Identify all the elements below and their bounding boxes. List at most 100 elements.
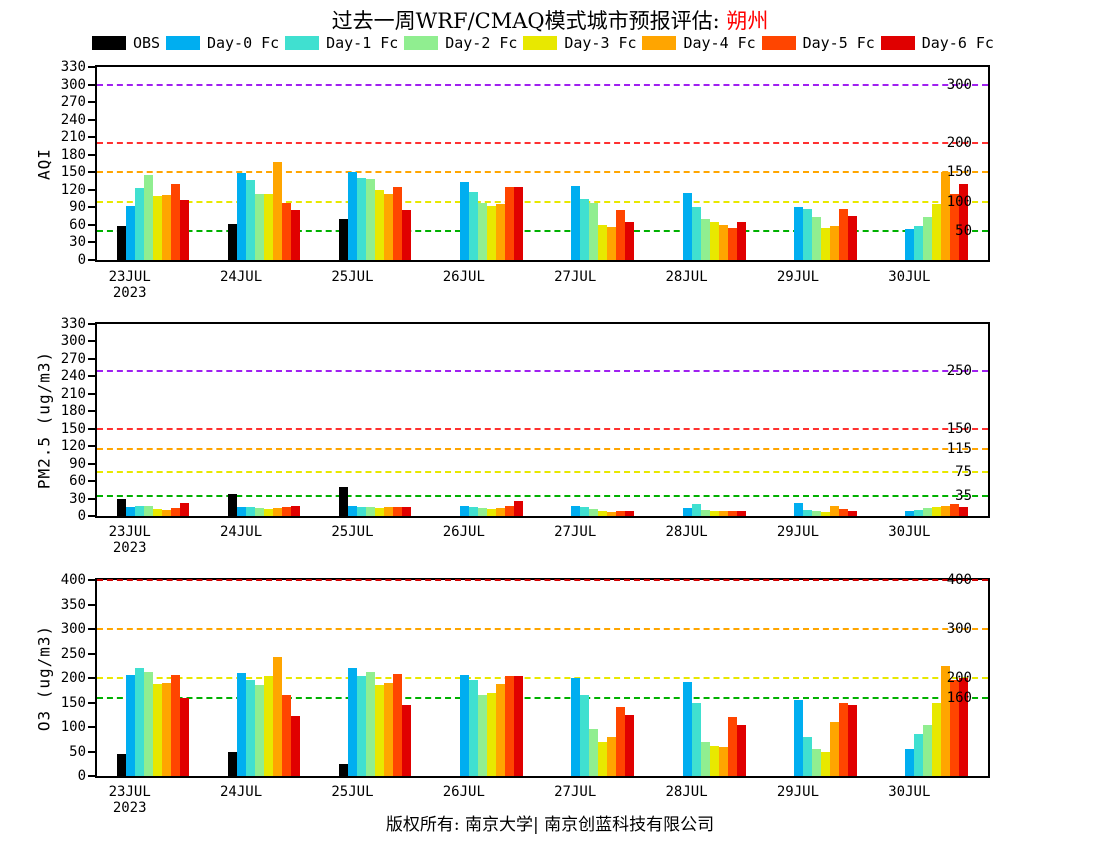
threshold-label-150: 150 <box>946 164 972 181</box>
bar-day-4-fc <box>607 226 617 260</box>
bar-day-2-fc <box>143 506 153 516</box>
bar-day-6-fc <box>291 506 301 516</box>
bar-day-5-fc <box>170 674 180 776</box>
threshold-line-100 <box>97 200 988 203</box>
legend-color-swatch-day-4-fc <box>642 36 677 50</box>
bar-day-2-fc <box>477 508 487 516</box>
bar-day-4-fc <box>495 684 505 776</box>
legend-item-day-1-fc: Day-1 Fc <box>285 34 398 52</box>
x-tick-label: 25JUL <box>307 784 397 800</box>
y-tick-label: 180 <box>60 146 86 163</box>
bar-day-5-fc <box>950 504 960 516</box>
bar-day-1-fc <box>914 734 924 776</box>
bar-day-4-fc <box>384 507 394 516</box>
bar-day-1-fc <box>914 510 924 516</box>
bar-day-3-fc <box>709 745 719 776</box>
bar-day-0-fc <box>459 674 469 776</box>
x-tick-label: 26JUL <box>419 524 509 540</box>
legend-item-day-4-fc: Day-4 Fc <box>642 34 756 52</box>
x-tick-label: 30JUL <box>864 784 954 800</box>
x-axis-0: 23JUL 2023 24JUL 25JUL 26JUL 27JUL 28JUL 29JUL 3… <box>95 266 990 302</box>
bar-day-3-fc <box>152 684 162 776</box>
bar-day-3-fc <box>375 508 385 516</box>
bar-day-0-fc <box>682 508 692 516</box>
y-tick-mark <box>88 677 97 679</box>
y-tick-label: 300 <box>60 333 86 350</box>
bar-day-3-fc <box>932 204 942 260</box>
y-tick-label: 240 <box>60 368 86 385</box>
y-tick-mark <box>88 410 97 413</box>
bar-day-2-fc <box>811 749 821 776</box>
bar-day-3-fc <box>264 509 274 516</box>
legend-label: Day-6 Fc <box>921 34 994 52</box>
bar-day-0-fc <box>905 749 915 776</box>
bar-day-5-fc <box>504 186 514 260</box>
y-tick-label: 350 <box>60 596 86 613</box>
bar-day-4-fc <box>384 193 394 260</box>
y-tick-label: 330 <box>60 316 86 332</box>
x-tick-date: 25JUL <box>331 524 374 540</box>
bar-day-0-fc <box>571 678 581 776</box>
x-tick-date: 27JUL <box>554 269 597 285</box>
x-tick-label: 27JUL <box>530 269 620 285</box>
bar-day-3-fc <box>375 189 385 260</box>
x-tick-date: 26JUL <box>442 524 485 540</box>
y-tick-label: 0 <box>77 252 86 268</box>
y-tick-mark <box>88 171 97 174</box>
bar-day-0-fc <box>793 503 803 516</box>
bar-day-4-fc <box>941 505 951 516</box>
bar-day-0-fc <box>237 673 247 776</box>
bar-day-4-fc <box>829 505 839 516</box>
bar-day-4-fc <box>161 682 171 776</box>
bar-day-6-fc <box>736 222 746 260</box>
bar-day-5-fc <box>727 510 737 516</box>
bar-day-4-fc <box>273 161 283 260</box>
legend: OBS Day-0 Fc Day-1 Fc Day-2 Fc Day-3 Fc Day-4… <box>92 34 994 52</box>
y-tick-label: 250 <box>60 645 86 662</box>
y-tick-mark <box>88 515 97 517</box>
legend-item-day-5-fc: Day-5 Fc <box>761 34 875 52</box>
legend-color-swatch-day-2-fc <box>404 36 439 50</box>
bar-day-4-fc <box>941 665 951 776</box>
bar-day-0-fc <box>125 674 135 776</box>
bar-day-3-fc <box>820 751 830 776</box>
bar-day-2-fc <box>811 217 821 260</box>
bar-day-0-fc <box>905 229 915 260</box>
legend-label: Day-4 Fc <box>683 34 756 52</box>
bar-day-6-fc <box>959 678 969 776</box>
threshold-line-200 <box>97 142 988 145</box>
y-tick-mark <box>88 462 97 465</box>
y-tick-label: 400 <box>60 572 86 588</box>
x-tick-date: 23JUL <box>108 784 151 800</box>
legend-item-day-0-fc: Day-0 Fc <box>165 34 279 52</box>
y-tick-label: 210 <box>60 129 86 146</box>
y-tick-mark <box>88 603 97 606</box>
y-tick-label: 0 <box>77 508 86 524</box>
x-tick-label: 28JUL <box>642 269 732 285</box>
x-tick-label: 27JUL <box>530 784 620 800</box>
threshold-label-75: 75 <box>955 464 972 481</box>
y-tick-mark <box>88 480 97 483</box>
y-tick-mark <box>88 579 97 581</box>
bar-day-1-fc <box>580 695 590 776</box>
legend-label: Day-1 Fc <box>326 34 399 52</box>
y-tick-label: 150 <box>60 694 86 711</box>
bar-day-1-fc <box>691 702 701 776</box>
x-tick-date: 24JUL <box>219 784 263 800</box>
bar-day-6-fc <box>291 716 301 776</box>
bar-day-3-fc <box>152 509 162 516</box>
y-tick-mark <box>88 652 97 655</box>
bar-day-5-fc <box>170 508 180 516</box>
bar-day-1-fc <box>802 209 812 260</box>
x-tick-date: 30JUL <box>888 784 931 800</box>
bar-day-5-fc <box>282 202 292 260</box>
bar-obs <box>339 486 349 516</box>
y-tick-label: 30 <box>69 490 86 507</box>
bar-day-5-fc <box>282 506 292 516</box>
bar-day-1-fc <box>802 510 812 516</box>
bar-day-5-fc <box>727 717 737 776</box>
threshold-line-400 <box>97 579 988 581</box>
legend-color-swatch-day-5-fc <box>761 36 796 50</box>
y-tick-mark <box>88 701 97 704</box>
bar-day-2-fc <box>366 507 376 516</box>
